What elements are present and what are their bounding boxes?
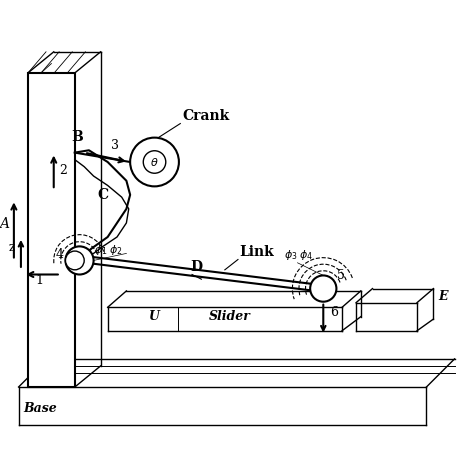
- Text: $\phi_4$: $\phi_4$: [299, 248, 312, 262]
- Text: 5: 5: [337, 269, 345, 282]
- Text: B: B: [71, 130, 83, 144]
- Text: D: D: [191, 260, 203, 274]
- Text: $\phi_3$: $\phi_3$: [283, 248, 297, 262]
- Circle shape: [65, 246, 93, 274]
- Text: E: E: [438, 290, 447, 303]
- Text: 2: 2: [59, 164, 67, 177]
- Circle shape: [130, 137, 179, 186]
- Text: z: z: [8, 241, 15, 254]
- Text: Slider: Slider: [209, 310, 250, 323]
- Text: 3: 3: [110, 139, 118, 152]
- Text: 6: 6: [330, 306, 338, 319]
- Circle shape: [143, 151, 166, 173]
- Text: $\theta$: $\theta$: [150, 156, 159, 168]
- Text: 4: 4: [56, 248, 64, 261]
- Text: Crank: Crank: [182, 109, 230, 123]
- Text: A: A: [0, 217, 9, 231]
- Text: U: U: [149, 310, 160, 323]
- Text: 1: 1: [36, 274, 44, 287]
- Text: C: C: [97, 189, 109, 202]
- Polygon shape: [28, 73, 75, 387]
- Circle shape: [65, 251, 84, 270]
- Text: $\phi_1$: $\phi_1$: [94, 244, 108, 257]
- Text: Link: Link: [239, 245, 273, 259]
- Text: Base: Base: [23, 401, 57, 415]
- Text: $\phi_2$: $\phi_2$: [109, 244, 123, 257]
- Circle shape: [310, 275, 337, 301]
